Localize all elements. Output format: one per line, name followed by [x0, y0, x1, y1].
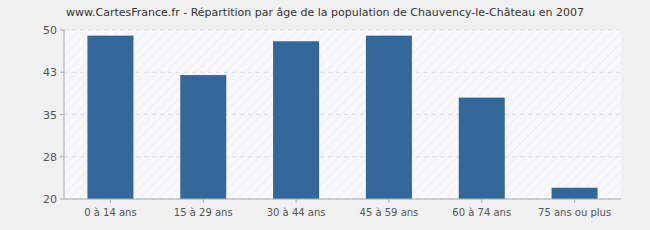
x-tick-label: 30 à 44 ans — [267, 207, 326, 218]
background — [0, 0, 650, 230]
bar — [180, 75, 226, 199]
bar — [459, 98, 505, 199]
title: www.CartesFrance.fr - Répartition par âg… — [66, 6, 584, 19]
tick-mark — [60, 156, 64, 157]
x-tick-label: 15 à 29 ans — [174, 207, 233, 218]
bar — [87, 36, 133, 199]
tick-mark — [60, 72, 64, 73]
plot-area — [64, 30, 621, 199]
y-tick-label: 20 — [43, 193, 57, 206]
bar — [552, 188, 598, 199]
chart-container: www.CartesFrance.fr - Répartition par âg… — [0, 0, 650, 230]
x-tick-mark — [388, 199, 389, 203]
grid-line — [64, 72, 621, 73]
tick-mark — [60, 30, 64, 31]
x-tick-mark — [296, 199, 297, 203]
grid-line — [64, 156, 621, 157]
bar — [366, 36, 412, 199]
grid-line — [64, 199, 621, 200]
x-tick-label: 0 à 14 ans — [84, 207, 136, 218]
x-tick-mark — [110, 199, 111, 203]
y-tick-label: 28 — [43, 151, 57, 164]
tick-mark — [60, 199, 64, 200]
x-tick-label: 75 ans ou plus — [538, 207, 611, 218]
x-tick-label: 45 à 59 ans — [360, 207, 419, 218]
y-tick-label: 50 — [43, 24, 57, 37]
x-axis — [64, 199, 621, 200]
y-tick-label: 35 — [43, 109, 57, 122]
grid-line — [64, 30, 621, 31]
x-tick-mark — [481, 199, 482, 203]
bars — [87, 36, 597, 199]
x-tick-label: 60 à 74 ans — [452, 207, 511, 218]
chart-svg: www.CartesFrance.fr - Répartition par âg… — [0, 0, 650, 230]
y-axis — [64, 30, 65, 199]
y-tick-label: 43 — [43, 66, 57, 79]
grid-line — [64, 114, 621, 115]
tick-mark — [60, 114, 64, 115]
x-tick-mark — [203, 199, 204, 203]
bar — [273, 41, 319, 199]
x-tick-mark — [574, 199, 575, 203]
